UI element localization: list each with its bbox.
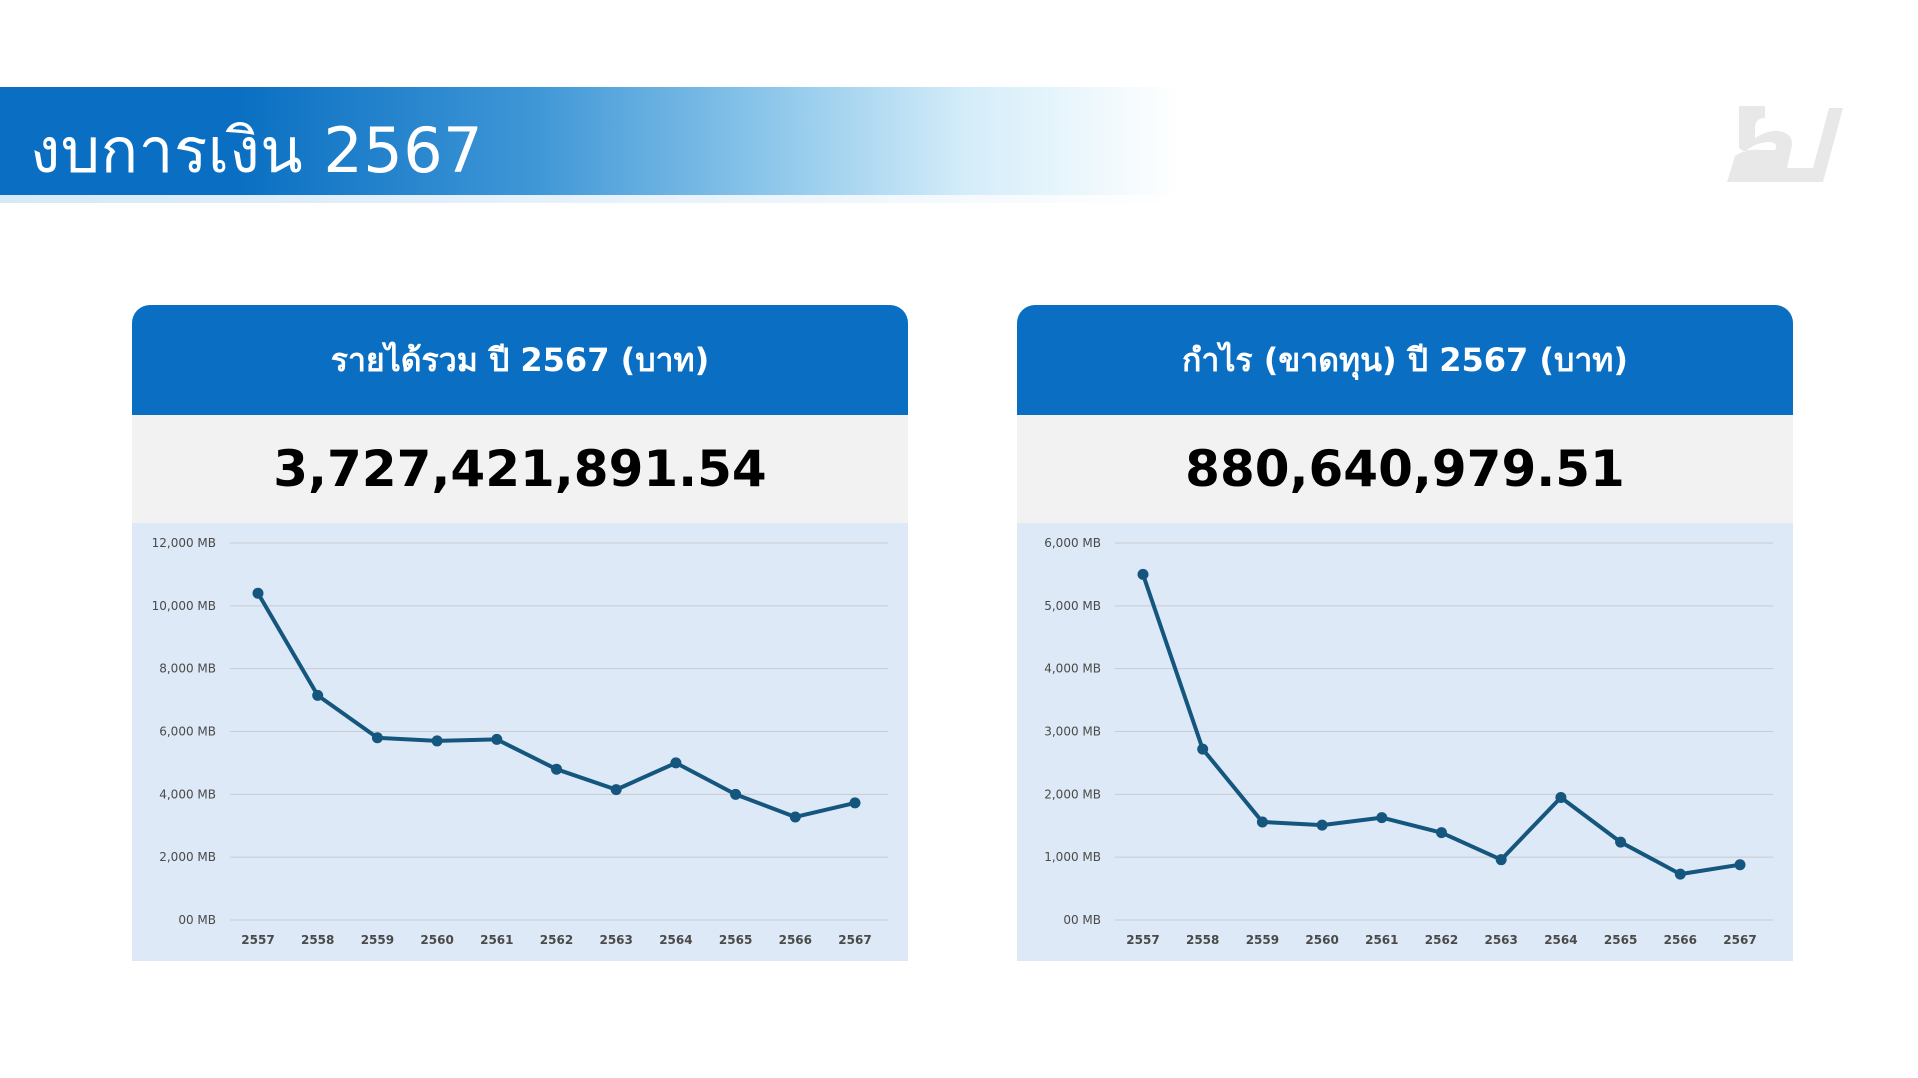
profit-x-tick-label: 2564 — [1544, 933, 1577, 947]
profit-y-tick-label: 4,000 MB — [1044, 662, 1101, 676]
profit-data-point — [1376, 812, 1388, 824]
revenue-x-tick-label: 2565 — [719, 933, 752, 947]
revenue-x-tick-label: 2558 — [301, 933, 334, 947]
profit-x-tick-label: 2563 — [1484, 933, 1517, 947]
profit-line-chart: 00 MB 1,000 MB 2,000 MB 3,000 MB 4,000 MB 5,0… — [1044, 536, 1773, 947]
revenue-x-tick-label: 2567 — [838, 933, 871, 947]
revenue-total-value: 3,727,421,891.54 — [132, 415, 908, 523]
revenue-line-chart: 00 MB 2,000 MB 4,000 MB 6,000 MB 8,000 MB 10,… — [152, 536, 888, 947]
revenue-y-tick-label: 12,000 MB — [152, 536, 216, 550]
profit-y-tick-label: 3,000 MB — [1044, 725, 1101, 739]
profit-x-tick-label: 2565 — [1604, 933, 1637, 947]
revenue-series-line — [256, 591, 857, 819]
profit-y-tick-label: 1,000 MB — [1044, 850, 1101, 864]
profit-x-tick-label: 2560 — [1305, 933, 1338, 947]
profit-total-value: 880,640,979.51 — [1017, 415, 1793, 523]
profit-x-tick-label: 2566 — [1664, 933, 1697, 947]
profit-y-tick-label: 5,000 MB — [1044, 599, 1101, 613]
revenue-data-point — [730, 788, 742, 800]
profit-chart-area: 00 MB 1,000 MB 2,000 MB 3,000 MB 4,000 MB 5,0… — [1017, 523, 1793, 961]
revenue-data-point — [371, 732, 383, 744]
profit-x-tick-label: 2557 — [1126, 933, 1159, 947]
revenue-data-point — [849, 797, 861, 809]
revenue-y-tick-label: 10,000 MB — [152, 599, 216, 613]
profit-data-point — [1436, 827, 1447, 839]
profit-data-point — [1197, 743, 1209, 755]
revenue-chart-area: 00 MB 2,000 MB 4,000 MB 6,000 MB 8,000 MB 10,… — [132, 523, 908, 961]
profit-y-tick-label: 00 MB — [1063, 913, 1101, 927]
revenue-x-tick-label: 2564 — [659, 933, 692, 947]
revenue-data-point — [312, 689, 324, 701]
profit-data-point — [1615, 836, 1627, 848]
revenue-x-tick-label: 2562 — [540, 933, 573, 947]
title-banner — [0, 87, 1180, 195]
profit-x-tick-label: 2559 — [1246, 933, 1279, 947]
revenue-card: รายได้รวม ปี 2567 (บาท) 3,727,421,891.54… — [132, 305, 908, 961]
profit-card: กำไร (ขาดทุน) ปี 2567 (บาท) 880,640,979.… — [1017, 305, 1793, 961]
profit-data-point — [1734, 859, 1746, 871]
profit-card-title: กำไร (ขาดทุน) ปี 2567 (บาท) — [1017, 305, 1793, 415]
page-title: งบการเงิน 2567 — [30, 114, 484, 187]
profit-data-point — [1137, 568, 1149, 580]
profit-x-tick-label: 2558 — [1186, 933, 1219, 947]
revenue-data-point — [491, 733, 503, 745]
revenue-data-point — [252, 587, 264, 599]
revenue-data-point — [789, 811, 801, 823]
profit-data-point — [1674, 868, 1686, 880]
profit-data-point — [1555, 791, 1567, 803]
revenue-x-tick-label: 2560 — [420, 933, 453, 947]
revenue-y-tick-label: 8,000 MB — [159, 662, 216, 676]
revenue-x-tick-label: 2561 — [480, 933, 513, 947]
profit-y-tick-label: 6,000 MB — [1044, 536, 1101, 550]
brand-logo-icon — [1727, 106, 1843, 182]
revenue-x-tick-label: 2557 — [241, 933, 274, 947]
revenue-data-point — [670, 757, 682, 769]
revenue-y-tick-label: 2,000 MB — [159, 850, 216, 864]
revenue-data-point — [431, 735, 443, 747]
revenue-card-title: รายได้รวม ปี 2567 (บาท) — [132, 305, 908, 415]
profit-data-point — [1495, 854, 1507, 866]
title-banner-underline — [0, 195, 1180, 203]
revenue-x-tick-label: 2563 — [599, 933, 632, 947]
revenue-data-point — [610, 784, 622, 796]
revenue-y-tick-label: 6,000 MB — [159, 725, 216, 739]
revenue-x-tick-label: 2559 — [361, 933, 394, 947]
profit-x-tick-label: 2567 — [1723, 933, 1756, 947]
profit-x-tick-label: 2561 — [1365, 933, 1398, 947]
profit-data-point — [1256, 816, 1268, 828]
revenue-y-tick-label: 00 MB — [178, 913, 216, 927]
revenue-data-point — [551, 763, 562, 775]
revenue-x-tick-label: 2566 — [779, 933, 812, 947]
profit-x-tick-label: 2562 — [1425, 933, 1458, 947]
profit-y-tick-label: 2,000 MB — [1044, 787, 1101, 801]
profit-data-point — [1316, 819, 1328, 831]
revenue-y-tick-label: 4,000 MB — [159, 787, 216, 801]
